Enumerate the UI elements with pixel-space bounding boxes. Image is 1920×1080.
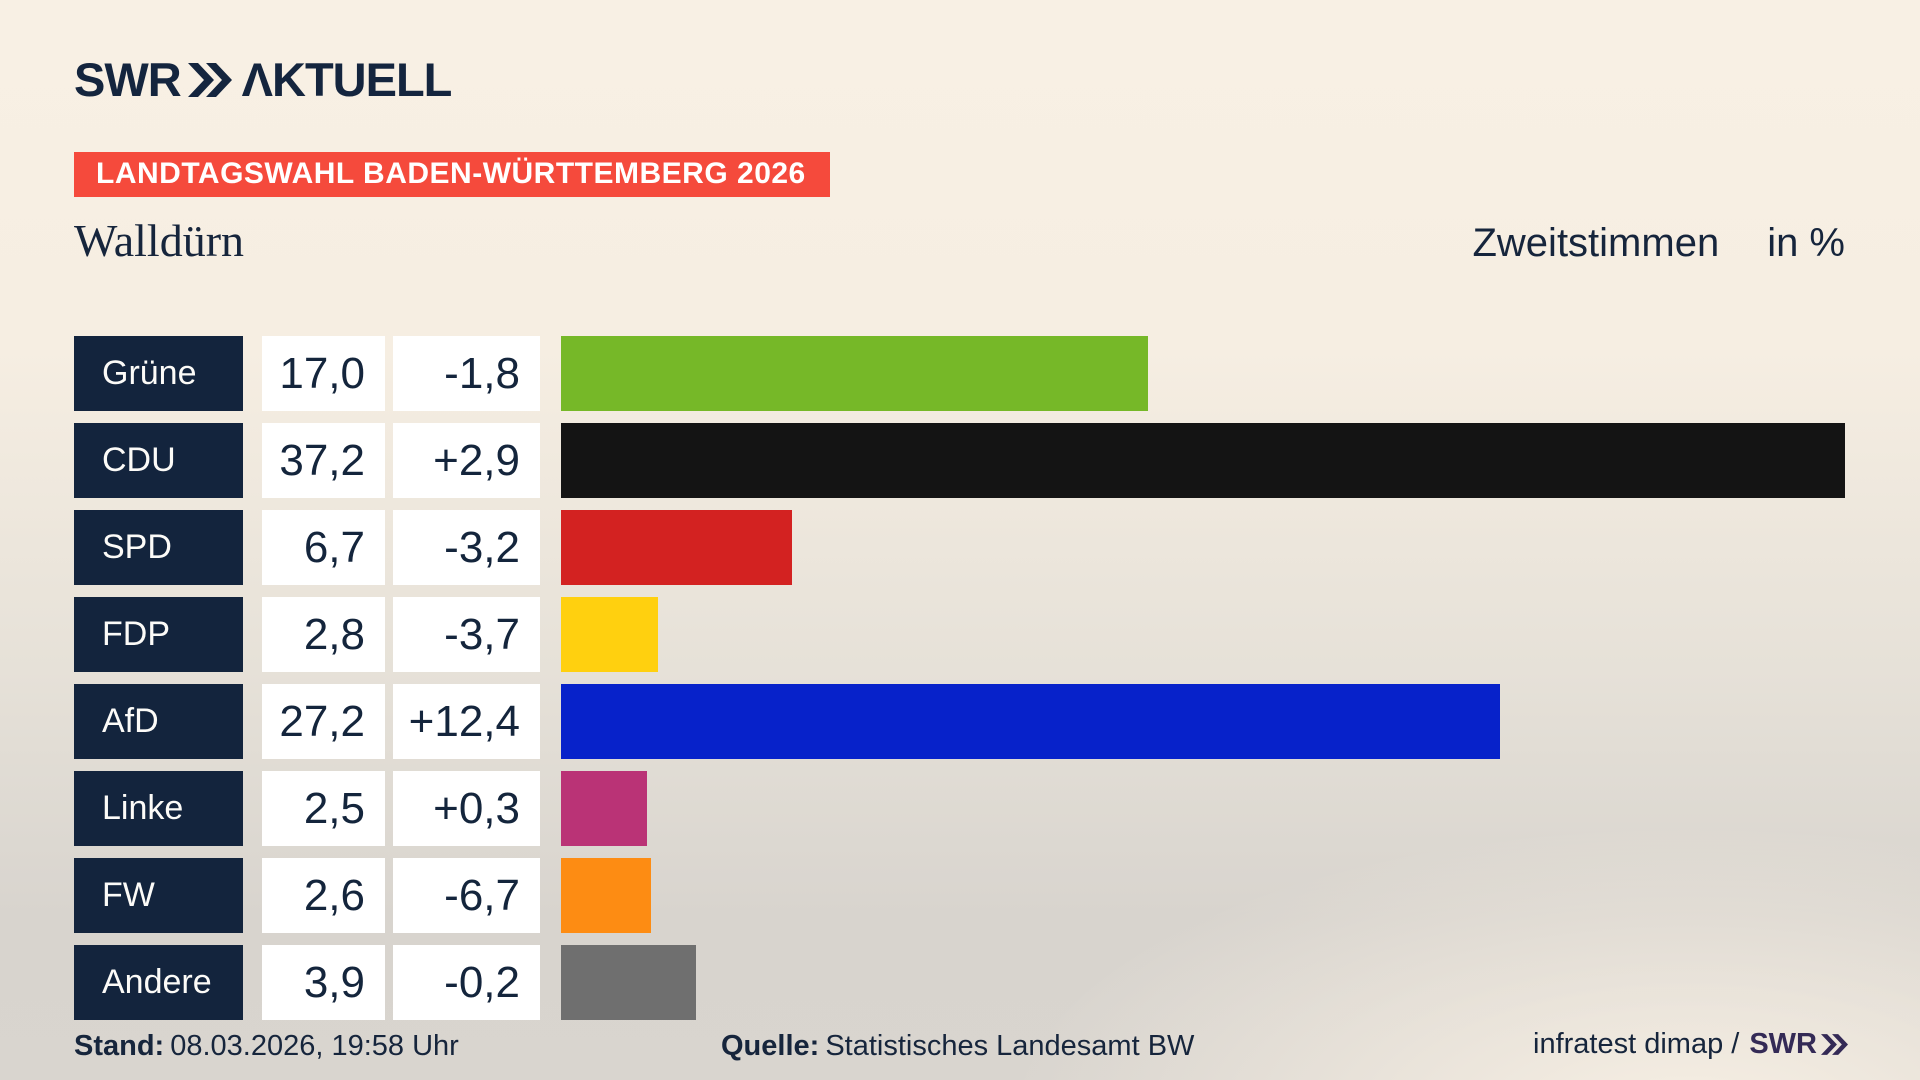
swr-aktuell-logo: SWR ΛKTUELL	[74, 53, 453, 106]
party-change-value: -3,2	[393, 510, 540, 585]
party-label: FDP	[74, 597, 243, 672]
party-result-value: 6,7	[262, 510, 385, 585]
title-row: Walldürn Zweitstimmen in %	[74, 214, 1845, 267]
chart-row: Grüne 17,0 -1,8	[74, 336, 1845, 411]
party-change-value: +2,9	[393, 423, 540, 498]
source-value: Statistisches Landesamt BW	[825, 1030, 1195, 1062]
chart-row: CDU 37,2 +2,9	[74, 423, 1845, 498]
swr-double-chevron-icon	[187, 62, 232, 97]
stand-value: 08.03.2026, 19:58 Uhr	[170, 1030, 459, 1062]
chart-row: Linke 2,5 +0,3	[74, 771, 1845, 846]
chart-row: FW 2,6 -6,7	[74, 858, 1845, 933]
chart-row: Andere 3,9 -0,2	[74, 945, 1845, 1020]
party-change-value: -0,2	[393, 945, 540, 1020]
result-bar	[561, 336, 1148, 411]
party-change-value: -6,7	[393, 858, 540, 933]
party-result-value: 17,0	[262, 336, 385, 411]
result-bar	[561, 771, 648, 846]
source-note: Quelle: Statistisches Landesamt BW	[721, 1030, 1194, 1063]
measure-title: Zweitstimmen in %	[1472, 221, 1845, 266]
stand-timestamp: Stand: 08.03.2026, 19:58 Uhr	[74, 1030, 459, 1063]
party-result-value: 27,2	[262, 684, 385, 759]
credit-note: infratest dimap / SWR	[1533, 1028, 1848, 1061]
bar-track	[561, 510, 1845, 585]
results-bar-chart: Grüne 17,0 -1,8 CDU 37,2 +2,9 SPD 6,7 -3…	[74, 336, 1845, 1020]
bar-track	[561, 597, 1845, 672]
source-label: Quelle:	[721, 1030, 820, 1062]
party-label: FW	[74, 858, 243, 933]
party-label: Andere	[74, 945, 243, 1020]
election-banner: LANDTAGSWAHL BADEN-WÜRTTEMBERG 2026	[74, 152, 830, 197]
party-change-value: +0,3	[393, 771, 540, 846]
municipality-title: Walldürn	[74, 215, 245, 266]
result-bar	[561, 684, 1500, 759]
bar-track	[561, 684, 1845, 759]
party-result-value: 2,5	[262, 771, 385, 846]
logo-text-aktuell: ΛKTUELL	[241, 53, 453, 106]
party-result-value: 3,9	[262, 945, 385, 1020]
party-label: Grüne	[74, 336, 243, 411]
result-bar	[561, 597, 658, 672]
party-change-value: +12,4	[393, 684, 540, 759]
swr-footer-logo-text: SWR	[1749, 1028, 1817, 1060]
bar-track	[561, 858, 1845, 933]
party-label: CDU	[74, 423, 243, 498]
bar-track	[561, 771, 1845, 846]
result-bar	[561, 510, 793, 585]
party-label: Linke	[74, 771, 243, 846]
party-result-value: 2,8	[262, 597, 385, 672]
stand-label: Stand:	[74, 1030, 165, 1062]
swr-footer-logo: SWR	[1749, 1028, 1848, 1061]
measure-label: Zweitstimmen	[1472, 221, 1720, 265]
bar-track	[561, 336, 1845, 411]
bar-track	[561, 945, 1845, 1020]
credit-text: infratest dimap /	[1533, 1028, 1740, 1060]
party-change-value: -1,8	[393, 336, 540, 411]
party-label: AfD	[74, 684, 243, 759]
party-result-value: 2,6	[262, 858, 385, 933]
bar-track	[561, 423, 1845, 498]
unit-label: in %	[1767, 221, 1845, 265]
result-bar	[561, 423, 1845, 498]
swr-footer-chevron-icon	[1821, 1034, 1848, 1055]
chart-row: FDP 2,8 -3,7	[74, 597, 1845, 672]
party-result-value: 37,2	[262, 423, 385, 498]
party-label: SPD	[74, 510, 243, 585]
result-bar	[561, 858, 651, 933]
logo-text-swr: SWR	[74, 53, 182, 106]
party-change-value: -3,7	[393, 597, 540, 672]
footer: Stand: 08.03.2026, 19:58 Uhr Quelle: Stati…	[74, 1028, 1848, 1072]
chart-row: SPD 6,7 -3,2	[74, 510, 1845, 585]
chart-row: AfD 27,2 +12,4	[74, 684, 1845, 759]
result-bar	[561, 945, 696, 1020]
